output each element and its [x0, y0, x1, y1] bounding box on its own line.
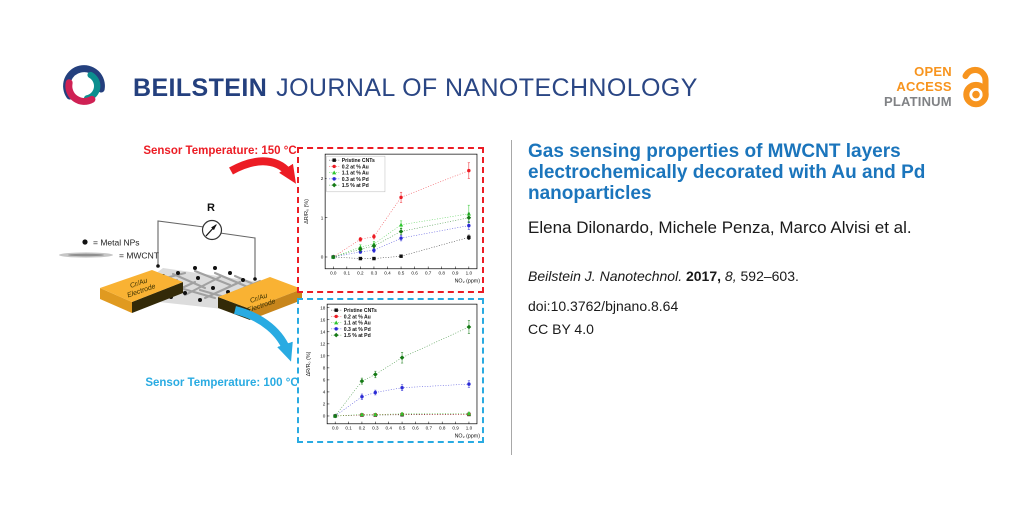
open-access-line-access: ACCESS — [896, 78, 952, 94]
svg-text:0.7: 0.7 — [426, 425, 433, 430]
chart-150c: 0.0 0.1 0.2 0.3 0.4 0.5 0.6 0.7 0.8 0.9 1.0 0 1 2 NO₂ … — [299, 149, 482, 291]
svg-text:12: 12 — [320, 342, 326, 347]
svg-text:0.3 at % Pd: 0.3 at % Pd — [344, 327, 371, 333]
license: CC BY 4.0 — [528, 321, 594, 337]
vertical-divider — [511, 140, 512, 455]
svg-text:ΔR/R₀ (%): ΔR/R₀ (%) — [304, 199, 310, 224]
chart-100c-panel: 0.0 0.1 0.2 0.3 0.4 0.5 0.6 0.7 0.8 0.9 1.0 0 2 4 6 8 10… — [297, 298, 484, 443]
svg-text:0.1: 0.1 — [344, 270, 351, 275]
electrode-left: Cr/Au Electrode — [100, 270, 183, 313]
logo-arc-crimson — [65, 79, 96, 105]
svg-text:ΔR/R₀ (%): ΔR/R₀ (%) — [306, 351, 312, 376]
logo-arc-teal — [83, 71, 101, 102]
journal-name-rest: JOURNAL OF NANOTECHNOLOGY — [276, 74, 698, 102]
svg-text:1.5 % at Pd: 1.5 % at Pd — [342, 183, 369, 189]
svg-text:0.4: 0.4 — [384, 270, 391, 275]
svg-text:0.6: 0.6 — [412, 425, 419, 430]
svg-text:0.8: 0.8 — [439, 425, 446, 430]
resistor-meter: R — [156, 202, 257, 281]
svg-text:0.5: 0.5 — [398, 270, 405, 275]
svg-text:2: 2 — [321, 176, 324, 181]
open-lock-icon — [962, 66, 989, 108]
article-title: Gas sensing properties of MWCNT layers e… — [528, 141, 926, 204]
svg-text:Pristine CNTs: Pristine CNTs — [342, 158, 375, 164]
svg-text:0.3: 0.3 — [372, 425, 379, 430]
svg-text:1.0: 1.0 — [466, 270, 473, 275]
label-sensor-temp-100: Sensor Temperature: 100 °C — [145, 377, 298, 389]
svg-text:0.9: 0.9 — [452, 425, 459, 430]
svg-text:1.5 % at Pd: 1.5 % at Pd — [344, 333, 371, 339]
red-arrow-icon — [229, 157, 297, 184]
svg-text:0.2 at % Au: 0.2 at % Au — [342, 164, 369, 170]
svg-text:18: 18 — [320, 305, 326, 310]
svg-text:16: 16 — [320, 317, 326, 322]
chart-100c: 0.0 0.1 0.2 0.3 0.4 0.5 0.6 0.7 0.8 0.9 1.0 0 2 4 6 8 10… — [299, 300, 482, 441]
article-meta: Gas sensing properties of MWCNT layers e… — [528, 141, 980, 337]
citation: Beilstein J. Nanotechnol. 2017, 8, 592–6… — [528, 268, 980, 284]
metal-nps-legend: = Metal NPs — [82, 238, 140, 248]
open-access-line-open: OPEN — [914, 63, 952, 79]
svg-text:0.9: 0.9 — [452, 270, 459, 275]
svg-text:0.3: 0.3 — [371, 270, 378, 275]
svg-text:0.2 at % Au: 0.2 at % Au — [344, 314, 371, 320]
citation-pages: 592–603. — [740, 268, 799, 284]
citation-volume: 8, — [724, 268, 737, 284]
mwcnt-legend: = MWCNT — [59, 251, 159, 261]
svg-text:0.2: 0.2 — [359, 425, 366, 430]
label-sensor-temp-150: Sensor Temperature: 150 °C — [143, 145, 296, 157]
svg-text:14: 14 — [320, 330, 326, 335]
svg-text:1.1 at % Au: 1.1 at % Au — [342, 171, 369, 177]
svg-text:0.2: 0.2 — [357, 270, 364, 275]
sensor-schematic: Sensor Temperature: 150 °C — [59, 145, 302, 389]
svg-text:10: 10 — [320, 354, 326, 359]
citation-journal: Beilstein J. Nanotechnol. — [528, 268, 683, 284]
resistor-label: R — [207, 202, 215, 214]
doi: doi:10.3762/bjnano.8.64 — [528, 298, 679, 314]
svg-text:1.0: 1.0 — [466, 425, 473, 430]
svg-text:0.6: 0.6 — [411, 270, 418, 275]
metal-nps-legend-label: = Metal NPs — [93, 238, 140, 248]
svg-text:0: 0 — [323, 414, 326, 419]
journal-name: BEILSTEIN JOURNAL OF NANOTECHNOLOGY — [133, 74, 698, 103]
svg-text:2: 2 — [323, 402, 326, 407]
cyan-arrow-icon — [233, 306, 293, 362]
svg-text:0.3 at % Pd: 0.3 at % Pd — [342, 177, 369, 183]
svg-text:8: 8 — [323, 366, 326, 371]
svg-text:0.1: 0.1 — [345, 425, 352, 430]
svg-text:0.4: 0.4 — [385, 425, 392, 430]
svg-text:NO₂ (ppm): NO₂ (ppm) — [455, 278, 481, 284]
svg-text:0: 0 — [321, 255, 324, 260]
open-access-text: OPEN ACCESS PLATINUM — [884, 64, 952, 109]
article-authors: Elena Dilonardo, Michele Penza, Marco Al… — [528, 218, 912, 237]
svg-text:4: 4 — [323, 390, 326, 395]
svg-text:Pristine CNTs: Pristine CNTs — [344, 308, 377, 314]
open-access-line-platinum: PLATINUM — [884, 93, 952, 109]
svg-text:0.5: 0.5 — [399, 425, 406, 430]
open-access-badge: OPEN ACCESS PLATINUM — [884, 60, 995, 112]
beilstein-logo — [63, 65, 105, 105]
chart-150c-panel: 0.0 0.1 0.2 0.3 0.4 0.5 0.6 0.7 0.8 0.9 1.0 0 1 2 NO₂ … — [297, 147, 484, 293]
svg-text:0.0: 0.0 — [330, 270, 337, 275]
svg-text:NO₂ (ppm): NO₂ (ppm) — [455, 433, 481, 439]
journal-name-beilstein: BEILSTEIN — [133, 74, 268, 102]
svg-text:6: 6 — [323, 378, 326, 383]
svg-text:1.1 at % Au: 1.1 at % Au — [344, 321, 371, 327]
citation-year: 2017, — [685, 268, 722, 284]
mwcnt-legend-label: = MWCNT — [119, 251, 159, 261]
svg-text:0.7: 0.7 — [425, 270, 432, 275]
svg-text:0.0: 0.0 — [332, 425, 339, 430]
svg-text:0.8: 0.8 — [439, 270, 446, 275]
svg-text:1: 1 — [321, 215, 324, 220]
